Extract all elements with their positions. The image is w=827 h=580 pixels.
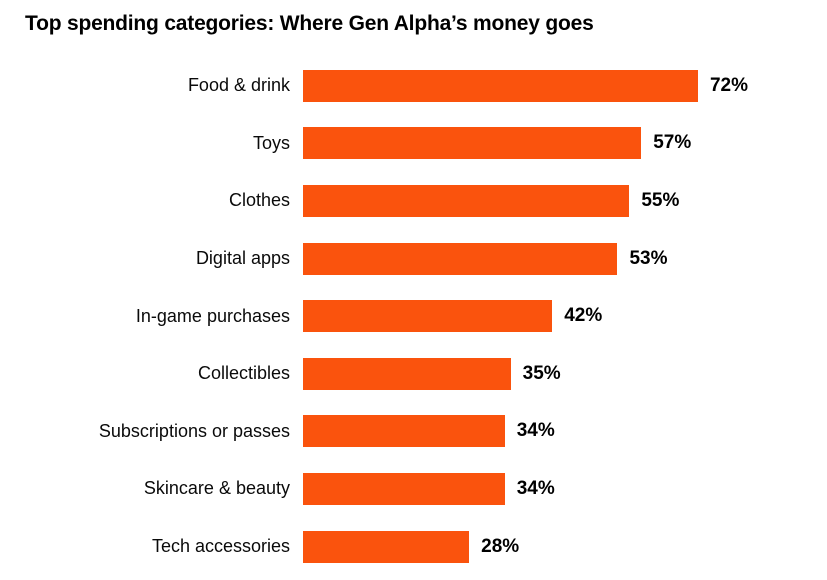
category-label: Skincare & beauty [143, 478, 290, 499]
category-label: Digital apps [195, 248, 290, 269]
value-label: 53% [629, 247, 668, 269]
chart-row: Skincare & beauty 34% [25, 460, 827, 518]
chart-row: Toys 57% [25, 115, 827, 173]
chart-row: Tech accessories 28% [25, 518, 827, 576]
category-label: Subscriptions or passes [98, 420, 290, 441]
value-label: 42% [564, 305, 603, 327]
bar-track: 28% [303, 530, 748, 563]
chart-row: Digital apps 53% [25, 230, 827, 288]
bar [303, 415, 505, 448]
category-label: Tech accessories [151, 536, 290, 557]
value-label: 34% [516, 477, 555, 499]
chart-row: Clothes 55% [25, 172, 827, 230]
chart-title: Top spending categories: Where Gen Alpha… [25, 12, 594, 35]
value-label: 28% [481, 535, 520, 557]
category-label: Clothes [228, 190, 290, 211]
bar [303, 300, 553, 333]
bar-track: 34% [303, 472, 748, 505]
bar-track: 42% [303, 300, 748, 333]
bar [303, 472, 505, 505]
bar [303, 184, 630, 217]
category-label: Toys [252, 132, 290, 153]
category-label: In-game purchases [135, 305, 290, 326]
bar-chart: Food & drink 72% Toys 57% Clothes 55% Di… [25, 57, 827, 575]
value-label: 72% [709, 74, 748, 96]
value-label: 57% [653, 132, 692, 154]
bar-track: 55% [303, 184, 748, 217]
bar-track: 35% [303, 357, 748, 390]
chart-row: Subscriptions or passes 34% [25, 403, 827, 461]
bar [303, 357, 511, 390]
bar-track: 57% [303, 127, 748, 160]
chart-row: Collectibles 35% [25, 345, 827, 403]
category-label: Food & drink [187, 75, 290, 96]
value-label: 34% [516, 420, 555, 442]
chart-row: Food & drink 72% [25, 57, 827, 115]
bar [303, 530, 470, 563]
bar [303, 69, 698, 102]
value-label: 55% [641, 189, 680, 211]
bar [303, 242, 618, 275]
chart-row: In-game purchases 42% [25, 287, 827, 345]
bar-track: 34% [303, 415, 748, 448]
value-label: 35% [522, 362, 561, 384]
bar-track: 53% [303, 242, 748, 275]
category-label: Collectibles [197, 363, 290, 384]
bar-track: 72% [303, 69, 748, 102]
bar [303, 127, 642, 160]
